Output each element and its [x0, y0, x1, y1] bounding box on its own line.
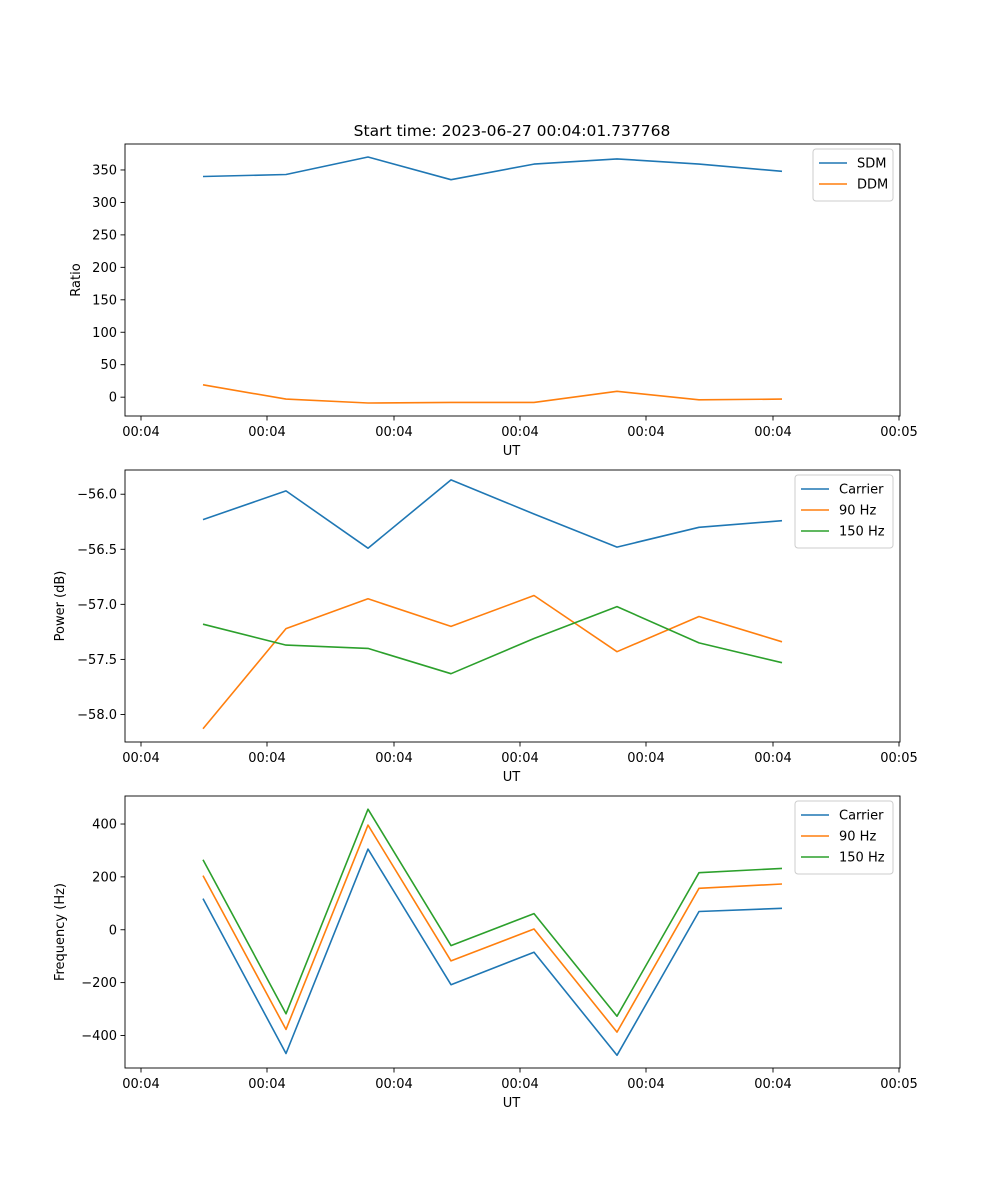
series-line-carrier: [202, 848, 783, 1057]
legend-box: [812, 148, 894, 202]
y-tick-label: 250: [92, 228, 117, 243]
series-line-90-hz: [202, 824, 783, 1033]
y-tick-label: 100: [92, 326, 117, 341]
panel-1: 0 50 100 150 200 250 300 350 00:04 00:04 00:04 00:0…: [69, 143, 918, 459]
y-axis-label: Power (dB): [53, 571, 68, 642]
x-tick-label: 00:04: [501, 751, 538, 766]
y-tick-label: 50: [100, 358, 117, 373]
y-tick-label: 200: [92, 870, 117, 885]
x-tick-label: 00:04: [627, 751, 664, 766]
x-tick-label: 00:04: [754, 751, 791, 766]
y-axis-label: Ratio: [69, 263, 84, 296]
y-tick-label: 0: [109, 923, 117, 938]
x-tick-label: 00:04: [248, 751, 285, 766]
x-tick-label: 00:04: [375, 751, 412, 766]
legend-entry-label: 150 Hz: [839, 851, 885, 866]
x-tick-label: 00:04: [248, 1077, 285, 1092]
panel-3: 400 200 0 −200 −400 00:04 00:04 00:04 00:04 00:04…: [53, 795, 918, 1111]
y-tick-label: −57.0: [77, 598, 117, 613]
x-tick-label: 00:05: [880, 751, 917, 766]
y-axis-label: Frequency (Hz): [53, 883, 68, 981]
y-tick-label: −56.5: [77, 543, 117, 558]
series-line-carrier: [202, 479, 783, 550]
chart-title: Start time: 2023-06-27 00:04:01.737768: [354, 122, 671, 140]
legend: Carrier 90 Hz 150 Hz: [794, 474, 894, 549]
x-tick-label: 00:04: [754, 1077, 791, 1092]
x-tick-label: 00:04: [122, 425, 159, 440]
axes-frame: [124, 795, 901, 1069]
x-axis-label: UT: [503, 1096, 521, 1111]
legend-box: [794, 474, 894, 549]
x-tick-label: 00:04: [248, 425, 285, 440]
y-tick-label: −56.0: [77, 488, 117, 503]
y-tick-label: 150: [92, 293, 117, 308]
legend: Carrier 90 Hz 150 Hz: [794, 800, 894, 875]
series-line-150-hz: [202, 808, 783, 1018]
y-tick-label: 400: [92, 818, 117, 833]
x-tick-label: 00:04: [501, 1077, 538, 1092]
x-axis-label: UT: [503, 444, 521, 459]
legend-entry-label: 150 Hz: [839, 525, 885, 540]
x-tick-label: 00:04: [375, 425, 412, 440]
y-tick-label: −57.5: [77, 653, 117, 668]
legend-entry-label: Carrier: [839, 809, 884, 824]
y-tick-label: 200: [92, 261, 117, 276]
y-tick-label: −200: [81, 976, 117, 991]
series-line-ddm: [202, 384, 783, 404]
legend-entry-label: SDM: [857, 157, 886, 172]
y-tick-label: 350: [92, 163, 117, 178]
x-tick-label: 00:04: [375, 1077, 412, 1092]
legend-entry-label: Carrier: [839, 483, 884, 498]
x-tick-label: 00:04: [627, 425, 664, 440]
y-tick-label: 300: [92, 196, 117, 211]
x-tick-label: 00:04: [627, 1077, 664, 1092]
x-tick-label: 00:04: [122, 1077, 159, 1092]
series-line-150-hz: [202, 605, 783, 675]
y-tick-label: 0: [109, 391, 117, 406]
legend-entry-label: 90 Hz: [839, 830, 876, 845]
axes-frame: [124, 143, 901, 417]
x-axis-label: UT: [503, 770, 521, 785]
legend-entry-label: DDM: [857, 178, 888, 193]
x-tick-label: 00:04: [122, 751, 159, 766]
series-line-90-hz: [202, 594, 783, 730]
x-tick-label: 00:04: [754, 425, 791, 440]
y-tick-label: −58.0: [77, 708, 117, 723]
legend: SDM DDM: [812, 148, 894, 202]
legend-entry-label: 90 Hz: [839, 504, 876, 519]
panel-2: −56.0 −56.5 −57.0 −57.5 −58.0 00:04 00:04 00:04…: [53, 469, 918, 785]
legend-box: [794, 800, 894, 875]
x-tick-label: 00:05: [880, 1077, 917, 1092]
axes-frame: [124, 469, 901, 743]
y-tick-label: −400: [81, 1029, 117, 1044]
x-tick-label: 00:05: [880, 425, 917, 440]
x-tick-label: 00:04: [501, 425, 538, 440]
series-line-sdm: [202, 156, 783, 181]
